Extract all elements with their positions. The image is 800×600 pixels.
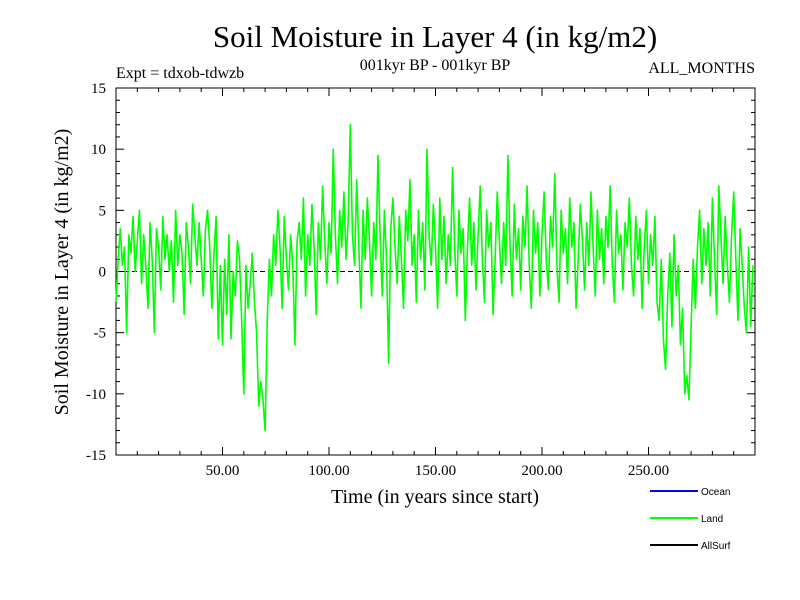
legend-label-land: Land — [701, 514, 723, 525]
legend: Ocean Land AllSurf — [650, 487, 731, 552]
legend-label-allsurf: AllSurf — [701, 541, 731, 552]
plot-area: 15 10 5 0 -5 -10 -15 50.00 100.00 150.00 200.00 250… — [86, 81, 756, 479]
y-tick-label: 5 — [99, 203, 107, 219]
y-tick-label: -5 — [94, 326, 107, 342]
plot-frame — [115, 87, 756, 456]
chart-subtitle-left: Expt = tdxob-tdwzb — [116, 65, 244, 82]
x-tick-label: 100.00 — [308, 463, 349, 479]
chart-subtitle-center: 001kyr BP - 001kyr BP — [360, 57, 511, 74]
x-tick-label: 250.00 — [628, 463, 669, 479]
x-tick-label: 150.00 — [415, 463, 456, 479]
x-axis-label: Time (in years since start) — [331, 486, 539, 508]
series-line-land — [115, 123, 754, 432]
y-tick-label: -10 — [86, 387, 106, 403]
y-tick-label: -15 — [86, 448, 106, 464]
y-axis-label: Soil Moisture in Layer 4 (in kg/m2) — [51, 129, 73, 416]
chart-subtitle-right: ALL_MONTHS — [648, 60, 755, 77]
chart-title: Soil Moisture in Layer 4 (in kg/m2) — [213, 19, 657, 54]
x-tick-label: 200.00 — [521, 463, 562, 479]
y-tick-label: 15 — [91, 81, 106, 97]
legend-label-ocean: Ocean — [701, 487, 730, 498]
y-tick-label: 10 — [91, 142, 106, 158]
y-tick-label: 0 — [99, 265, 107, 281]
x-tick-label: 50.00 — [206, 463, 240, 479]
